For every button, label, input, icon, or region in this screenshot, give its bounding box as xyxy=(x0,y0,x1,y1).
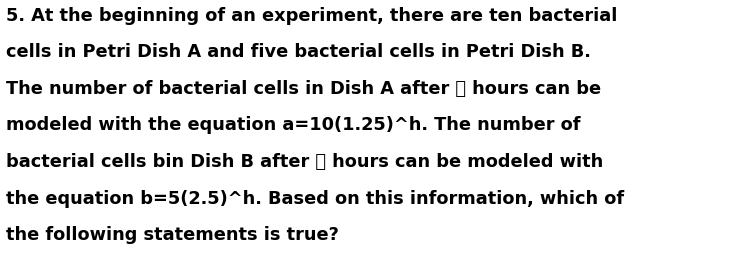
Text: 5. At the beginning of an experiment, there are ten bacterial: 5. At the beginning of an experiment, th… xyxy=(6,7,618,25)
Text: bacterial cells bin Dish B after ク hours can be modeled with: bacterial cells bin Dish B after ク hours… xyxy=(6,153,603,171)
Text: cells in Petri Dish A and five bacterial cells in Petri Dish B.: cells in Petri Dish A and five bacterial… xyxy=(6,43,591,61)
Text: The number of bacterial cells in Dish A after ク hours can be: The number of bacterial cells in Dish A … xyxy=(6,80,601,98)
Text: the equation b=5(2.5)^h. Based on this information, which of: the equation b=5(2.5)^h. Based on this i… xyxy=(6,190,624,208)
Text: the following statements is true?: the following statements is true? xyxy=(6,226,339,244)
Text: modeled with the equation a=10(1.25)^h. The number of: modeled with the equation a=10(1.25)^h. … xyxy=(6,116,581,134)
